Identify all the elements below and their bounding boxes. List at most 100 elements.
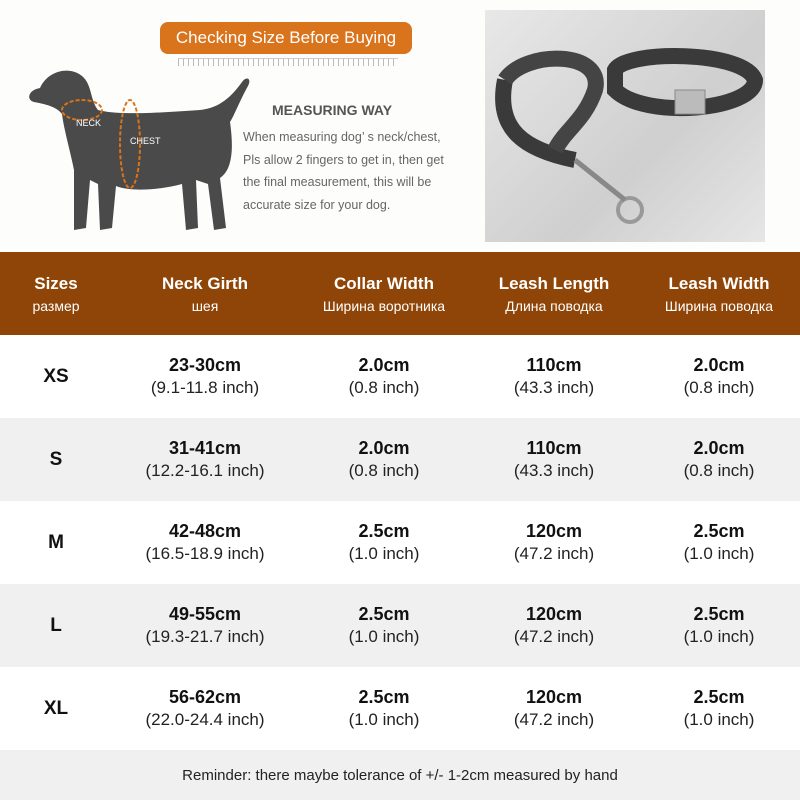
collar-cm: 2.5cm [358,521,410,541]
neck-cell: 56-62cm (22.0-24.4 inch) [112,667,298,750]
neck-cm: 42-48cm [168,521,242,541]
collar-inch: (1.0 inch) [348,627,420,646]
collar-cell: 2.5cm (1.0 inch) [298,584,470,667]
leash_len-cell: 120cm (47.2 inch) [470,584,638,667]
collar-cell: 2.5cm (1.0 inch) [298,667,470,750]
collar-cm: 2.5cm [358,604,410,624]
header-ru: Ширина воротника [322,297,446,314]
neck-cm: 31-41cm [168,438,242,458]
neck-inch: (16.5-18.9 inch) [145,544,265,563]
measuring-way-text: When measuring dog’ s neck/chest, Pls al… [243,126,468,216]
table-header: Sizes размер Neck Girth шея Collar Width Ши… [0,252,800,335]
leash_len-inch: (47.2 inch) [513,710,595,729]
table-row: XS 23-30cm (9.1-11.8 inch) 2.0cm (0.8 inch) 1… [0,335,800,418]
header-sizes: Sizes размер [0,252,112,335]
leash_w-cm: 2.5cm [693,604,745,624]
header-collar-width: Collar Width Ширина воротника [298,252,470,335]
ruler-graphic [178,58,398,66]
size-label: XS [43,365,69,387]
neck-cm: 49-55cm [168,604,242,624]
leash_w-inch: (0.8 inch) [683,461,755,480]
leash_len-cell: 120cm (47.2 inch) [470,501,638,584]
header-en: Leash Width [668,273,770,293]
header-leash-width: Leash Width Ширина поводка [638,252,800,335]
size-cell: M [0,501,112,584]
collar-inch: (1.0 inch) [348,544,420,563]
leash_w-inch: (1.0 inch) [683,544,755,563]
leash_w-inch: (0.8 inch) [683,378,755,397]
chest-label: CHEST [130,136,161,146]
leash_len-cell: 120cm (47.2 inch) [470,667,638,750]
size-label: S [49,448,63,470]
leash_len-inch: (47.2 inch) [513,544,595,563]
leash_len-cm: 120cm [525,604,583,624]
leash_len-cell: 110cm (43.3 inch) [470,418,638,501]
header-en: Collar Width [334,273,434,293]
collar-cell: 2.5cm (1.0 inch) [298,501,470,584]
leash_w-cm: 2.0cm [693,355,745,375]
table-row: S 31-41cm (12.2-16.1 inch) 2.0cm (0.8 inch) 1… [0,418,800,501]
leash_len-inch: (43.3 inch) [513,378,595,397]
leash_w-cell: 2.5cm (1.0 inch) [638,667,800,750]
leash_w-cm: 2.5cm [693,687,745,707]
leash_w-cell: 2.0cm (0.8 inch) [638,335,800,418]
header-ru: размер [32,297,80,314]
header-en: Leash Length [498,273,610,293]
leash_w-cell: 2.0cm (0.8 inch) [638,418,800,501]
leash_len-cm: 110cm [526,355,582,375]
measuring-guide: Checking Size Before Buying NECK CHEST M… [0,0,800,250]
neck-cell: 23-30cm (9.1-11.8 inch) [112,335,298,418]
header-ru: шея [191,297,219,314]
neck-inch: (19.3-21.7 inch) [145,627,265,646]
reminder-note: Reminder: there maybe tolerance of +/- 1… [0,750,800,800]
neck-inch: (12.2-16.1 inch) [145,461,265,480]
collar-cm: 2.5cm [358,687,410,707]
leash_w-inch: (1.0 inch) [683,627,755,646]
neck-cell: 49-55cm (19.3-21.7 inch) [112,584,298,667]
header-ru: Длина поводка [505,297,603,314]
size-label: XL [43,697,69,719]
dog-silhouette-icon: NECK CHEST [29,70,250,230]
leash_len-inch: (43.3 inch) [513,461,595,480]
neck-inch: (9.1-11.8 inch) [150,378,260,397]
leash_len-inch: (47.2 inch) [513,627,595,646]
collar-cm: 2.0cm [358,355,410,375]
collar-inch: (1.0 inch) [348,710,420,729]
collar-cm: 2.0cm [358,438,410,458]
instruction-line: accurate size for your dog. [243,197,391,212]
leash_len-cm: 120cm [525,687,583,707]
leash_w-cell: 2.5cm (1.0 inch) [638,584,800,667]
leash_w-inch: (1.0 inch) [683,710,755,729]
header-en: Sizes [34,273,78,293]
collar-inch: (0.8 inch) [348,461,420,480]
table-row: L 49-55cm (19.3-21.7 inch) 2.5cm (1.0 inch) 1… [0,584,800,667]
instruction-line: When measuring dog’ s neck/chest, [243,130,441,144]
collar-inch: (0.8 inch) [348,378,420,397]
leash_w-cm: 2.5cm [693,521,745,541]
size-cell: S [0,418,112,501]
header-leash-length: Leash Length Длина поводка [470,252,638,335]
leash_w-cm: 2.0cm [693,438,745,458]
neck-label: NECK [76,118,101,128]
banner-title: Checking Size Before Buying [160,22,412,54]
collar-leash-photo [485,10,765,242]
collar-cell: 2.0cm (0.8 inch) [298,335,470,418]
instruction-line: the final measurement, this will be [243,175,432,189]
neck-cm: 23-30cm [168,355,242,375]
neck-cm: 56-62cm [168,687,242,707]
size-label: L [50,614,62,636]
size-cell: XL [0,667,112,750]
collar-cell: 2.0cm (0.8 inch) [298,418,470,501]
leash_w-cell: 2.5cm (1.0 inch) [638,501,800,584]
header-en: Neck Girth [162,273,248,293]
neck-cell: 42-48cm (16.5-18.9 inch) [112,501,298,584]
header-neck-girth: Neck Girth шея [112,252,298,335]
size-label: M [48,531,64,553]
size-cell: XS [0,335,112,418]
leash_len-cm: 120cm [525,521,583,541]
leash_len-cell: 110cm (43.3 inch) [470,335,638,418]
header-ru: Ширина поводка [664,297,774,314]
instruction-line: Pls allow 2 fingers to get in, then get [243,152,444,167]
size-cell: L [0,584,112,667]
leash_len-cm: 110cm [526,438,582,458]
